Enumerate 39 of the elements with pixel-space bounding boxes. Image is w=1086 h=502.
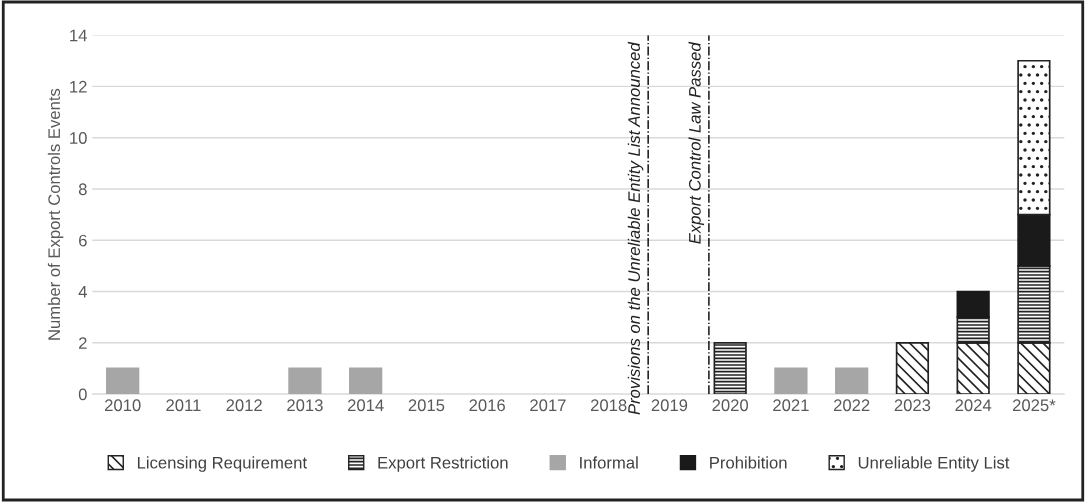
x-tick-label: 2020: [712, 399, 749, 412]
x-tick-label: 2013: [287, 399, 323, 412]
ref-line-label: Provisions on the Unreliable Entity List Announced: [627, 41, 644, 415]
x-tick-label: 2025*: [1012, 399, 1056, 412]
y-tick-label: 12: [70, 80, 87, 93]
legend-label: Unreliable Entity List: [858, 456, 1010, 472]
ref-line-label: Export Control Law Passed: [688, 41, 705, 244]
x-tick-label: 2023: [894, 399, 931, 412]
x-tick-label: 2010: [104, 399, 141, 412]
x-tick-label: 2018: [590, 399, 627, 412]
bar: [895, 341, 930, 395]
legend-label: Export Restriction: [378, 456, 508, 472]
y-tick-label: 0: [78, 388, 87, 401]
legend-label: Informal: [580, 456, 638, 469]
bar: [835, 367, 869, 395]
x-tick-label: 2014: [347, 399, 384, 412]
x-tick-label: 2022: [833, 399, 870, 412]
x-tick-label: 2012: [226, 399, 262, 412]
x-tick-label: 2019: [651, 399, 688, 412]
y-tick-label: 6: [79, 234, 87, 247]
x-tick-label: 2011: [166, 399, 201, 412]
y-tick-label: 8: [78, 183, 87, 196]
x-tick-label: 2017: [530, 399, 566, 412]
y-tick-label: 2: [79, 337, 87, 349]
bar: [713, 341, 747, 395]
x-tick-label: 2024: [955, 399, 992, 412]
y-tick-label: 14: [70, 29, 87, 42]
x-tick-label: 2015: [408, 399, 445, 412]
legend-label: Prohibition: [710, 456, 787, 469]
y-tick-label: 10: [70, 132, 87, 144]
bar: [288, 367, 322, 395]
y-tick-label: 4: [78, 286, 87, 298]
bar: [774, 367, 808, 395]
bar: [106, 367, 140, 395]
bar: [349, 367, 383, 395]
x-tick-label: 2016: [469, 399, 505, 412]
x-tick-label: 2021: [773, 399, 809, 412]
y-axis-title: Number of Export Controls Events: [47, 88, 64, 340]
legend-label: Licensing Requirement: [137, 456, 307, 472]
